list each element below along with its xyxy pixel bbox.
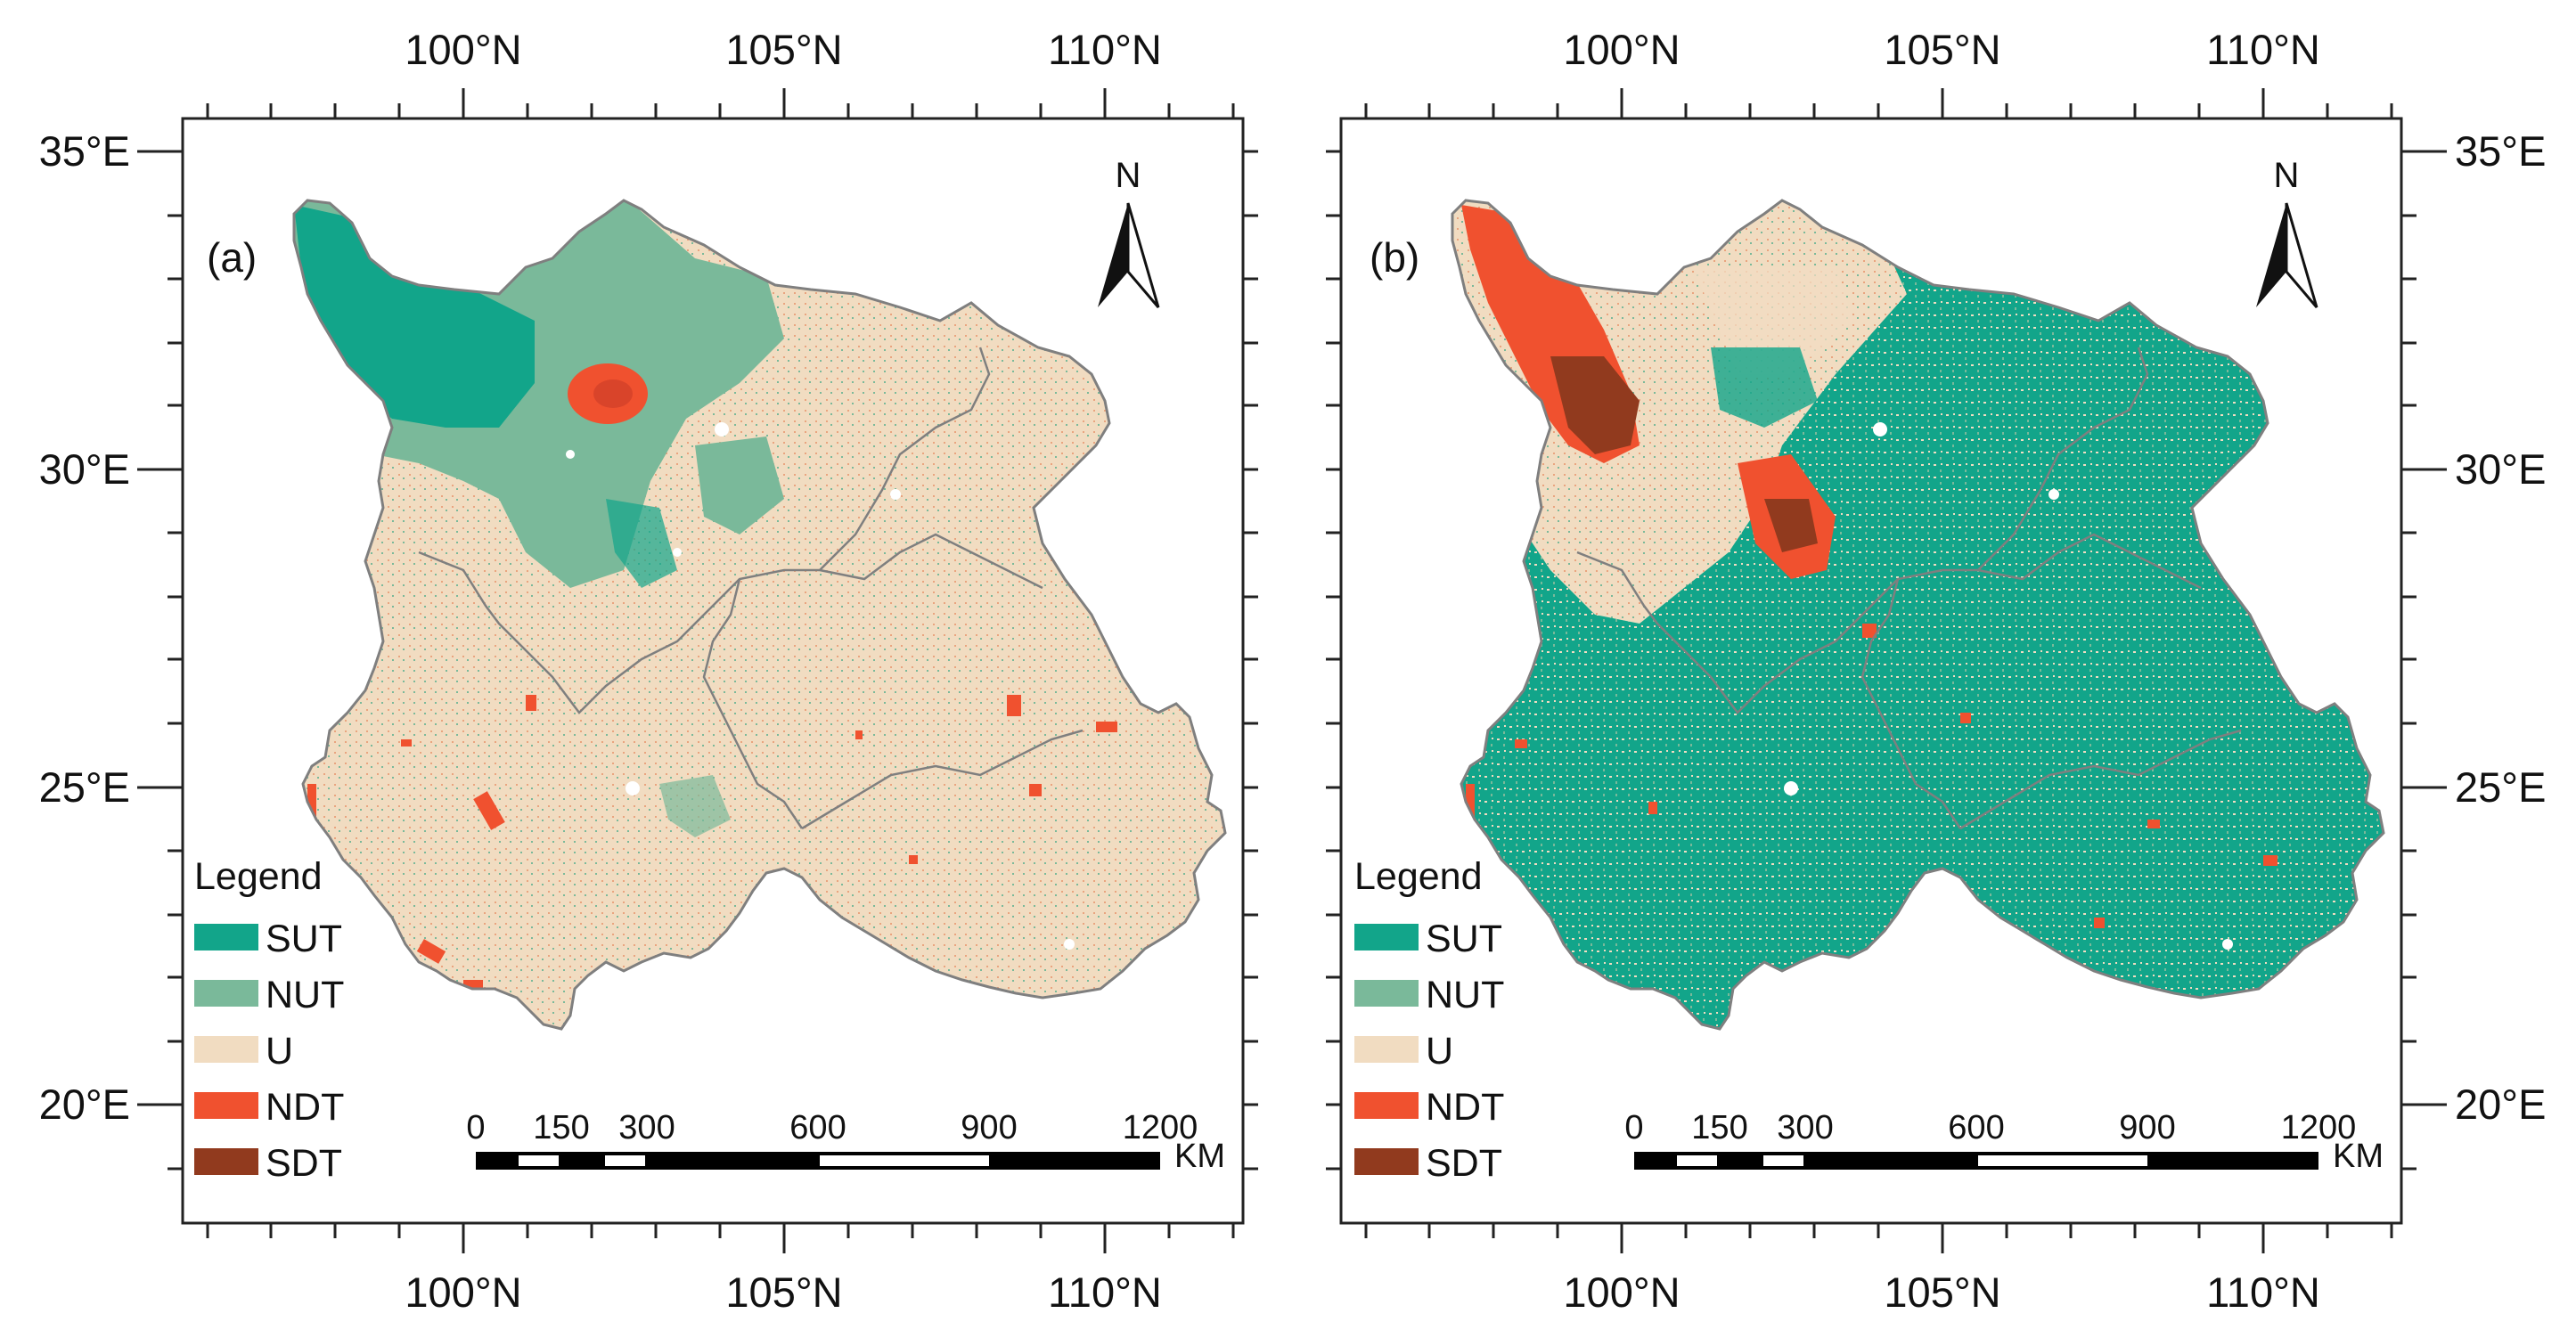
panel-a-legend-swatch-sut bbox=[194, 924, 258, 950]
panel-a-legend-swatch-sdt bbox=[194, 1148, 258, 1175]
panel-b-bottom-lon-label-3: 110°N bbox=[2206, 1269, 2320, 1316]
panel-a-lat-label-25: 25°E bbox=[39, 763, 130, 811]
panel-b-scale-label-900: 900 bbox=[2119, 1109, 2175, 1146]
panel-b-legend-label-u: U bbox=[1426, 1030, 1453, 1073]
panel-b-legend-label-sut: SUT bbox=[1426, 918, 1502, 960]
panel-b-top-ticks bbox=[1364, 88, 2393, 118]
panel-b-scale-label-150: 150 bbox=[1691, 1109, 1747, 1146]
panel-a-map-region bbox=[292, 199, 1227, 1031]
panel-a-top-lon-label-3: 110°N bbox=[1048, 26, 1162, 73]
panel-a: 100°N 105°N 110°N 100°N 105°N 110°N 35°E… bbox=[39, 26, 1258, 1316]
panel-a-lat-label-20: 20°E bbox=[39, 1081, 130, 1128]
panel-a-legend-label-nut: NUT bbox=[266, 974, 344, 1016]
panel-a-legend-title: Legend bbox=[194, 855, 323, 898]
panel-a-top-lon-label-1: 100°N bbox=[405, 26, 521, 73]
panel-a-scale-label-300: 300 bbox=[618, 1109, 675, 1146]
panel-a-legend-label-u: U bbox=[266, 1030, 293, 1073]
panel-a-scale-label-600: 600 bbox=[789, 1109, 846, 1146]
panel-b-label: (b) bbox=[1370, 234, 1419, 281]
panel-b-legend-label-sdt: SDT bbox=[1426, 1142, 1502, 1185]
panel-b-north-letter: N bbox=[2274, 156, 2300, 195]
panel-b-left-ticks bbox=[1326, 150, 1341, 1171]
panel-b-bottom-lon-label-1: 100°N bbox=[1563, 1269, 1680, 1316]
panel-b-sdt-zone bbox=[1550, 356, 1640, 454]
panel-a-scale-bar: 0 150 300 600 900 1200 KM bbox=[466, 1109, 1225, 1175]
panel-a-scale-label-0: 0 bbox=[466, 1109, 485, 1146]
panel-b-legend-swatch-u bbox=[1354, 1036, 1419, 1063]
panel-a-legend-swatch-ndt bbox=[194, 1092, 258, 1119]
panel-b-scale-label-0: 0 bbox=[1624, 1109, 1643, 1146]
panel-a-bottom-lon-label-2: 105°N bbox=[725, 1269, 842, 1316]
panel-a-left-ticks bbox=[137, 150, 183, 1171]
panel-b-scale-bar: 0 150 300 600 900 1200 KM bbox=[1624, 1109, 2384, 1175]
panel-b-lat-label-25: 25°E bbox=[2455, 763, 2546, 811]
panel-b-legend-title: Legend bbox=[1354, 855, 1483, 898]
panel-b-scale-unit: KM bbox=[2333, 1138, 2384, 1175]
panel-a-bottom-lon-label-3: 110°N bbox=[1048, 1269, 1162, 1316]
panel-a-legend-label-ndt: NDT bbox=[266, 1086, 344, 1129]
panel-b-scale-label-1200: 1200 bbox=[2281, 1109, 2357, 1146]
panel-a-top-ticks bbox=[206, 88, 1235, 118]
panel-b-province-boundaries bbox=[1576, 347, 2242, 830]
panel-b-legend: Legend SUT NUT U NDT SDT bbox=[1354, 855, 1504, 1185]
panel-a-bottom-ticks bbox=[206, 1223, 1235, 1253]
panel-b-lat-label-30: 30°E bbox=[2455, 445, 2546, 493]
panel-a-legend: Legend SUT NUT U NDT SDT bbox=[194, 855, 344, 1185]
panel-b-top-lon-label-2: 105°N bbox=[1884, 26, 2000, 73]
panel-b-legend-swatch-nut bbox=[1354, 980, 1419, 1007]
panel-a-bottom-lon-label-1: 100°N bbox=[405, 1269, 521, 1316]
panel-a-scale-label-1200: 1200 bbox=[1123, 1109, 1198, 1146]
panel-b-scale-label-600: 600 bbox=[1948, 1109, 2004, 1146]
panel-a-province-boundaries bbox=[418, 347, 1084, 830]
panel-a-north-letter: N bbox=[1116, 156, 1141, 195]
panel-a-lat-label-35: 35°E bbox=[39, 127, 130, 175]
panel-b-bottom-lon-label-2: 105°N bbox=[1884, 1269, 2000, 1316]
panel-b-legend-swatch-ndt bbox=[1354, 1092, 1419, 1119]
panel-a-legend-swatch-nut bbox=[194, 980, 258, 1007]
panel-b-legend-label-nut: NUT bbox=[1426, 974, 1504, 1016]
panel-b-top-lon-label-3: 110°N bbox=[2206, 26, 2320, 73]
panel-a-label: (a) bbox=[207, 234, 257, 281]
panel-a-right-ticks bbox=[1243, 150, 1258, 1171]
panel-a-scale-label-150: 150 bbox=[533, 1109, 589, 1146]
panel-a-scale-label-900: 900 bbox=[961, 1109, 1017, 1146]
panel-b-north-arrow-icon: N bbox=[2256, 156, 2318, 308]
panel-b-bottom-ticks bbox=[1364, 1223, 2393, 1253]
panel-b-right-ticks bbox=[2401, 150, 2447, 1171]
panel-a-legend-swatch-u bbox=[194, 1036, 258, 1063]
panel-b-legend-label-ndt: NDT bbox=[1426, 1086, 1504, 1129]
panel-a-legend-label-sut: SUT bbox=[266, 918, 342, 960]
panel-b-top-lon-label-1: 100°N bbox=[1563, 26, 1680, 73]
panel-b-map-region bbox=[1451, 199, 2385, 1031]
panel-b-lat-label-35: 35°E bbox=[2455, 127, 2546, 175]
panel-b: 100°N 105°N 110°N 100°N 105°N 110°N 35°E… bbox=[1326, 26, 2546, 1316]
panel-b-legend-swatch-sut bbox=[1354, 924, 1419, 950]
panel-b-legend-swatch-sdt bbox=[1354, 1148, 1419, 1175]
panel-a-legend-label-sdt: SDT bbox=[266, 1142, 342, 1185]
panel-b-lat-label-20: 20°E bbox=[2455, 1081, 2546, 1128]
panel-a-scale-unit: KM bbox=[1174, 1138, 1225, 1175]
panel-a-north-arrow-icon: N bbox=[1098, 156, 1160, 308]
panel-b-scale-label-300: 300 bbox=[1777, 1109, 1833, 1146]
panel-a-lat-label-30: 30°E bbox=[39, 445, 130, 493]
panel-a-top-lon-label-2: 105°N bbox=[725, 26, 842, 73]
